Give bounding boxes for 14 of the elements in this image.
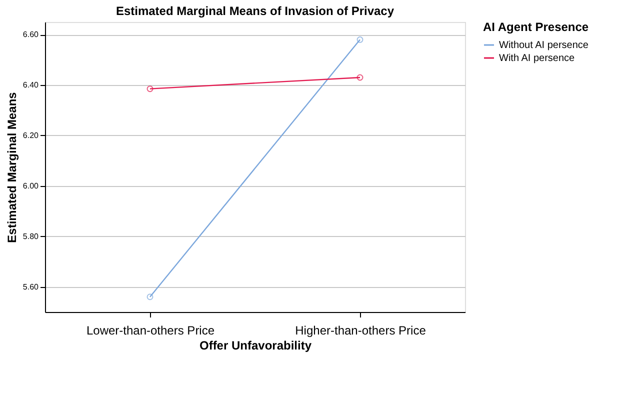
x-tick-label: Higher-than-others Price: [295, 324, 426, 338]
y-tick-label: 5.80: [22, 232, 40, 241]
legend-title: AI Agent Presence: [483, 20, 589, 34]
y-tick-label: 5.60: [22, 282, 40, 292]
legend-label: With AI persence: [499, 53, 576, 64]
y-tick-label: 6.20: [22, 130, 40, 140]
chart-title: Estimated Marginal Means of Invasion of Privacy: [116, 4, 394, 18]
y-tick-label: 6.60: [22, 30, 40, 40]
y-axis-title: Estimated Marginal Means: [4, 92, 19, 243]
y-tick-label: 6.00: [22, 181, 40, 190]
y-tick-label: 6.40: [22, 80, 40, 90]
x-axis-title: Offer Unfavorability: [199, 338, 312, 352]
x-tick-label: Lower-than-others Price: [86, 324, 215, 338]
legend-label: Without AI persence: [499, 40, 589, 51]
